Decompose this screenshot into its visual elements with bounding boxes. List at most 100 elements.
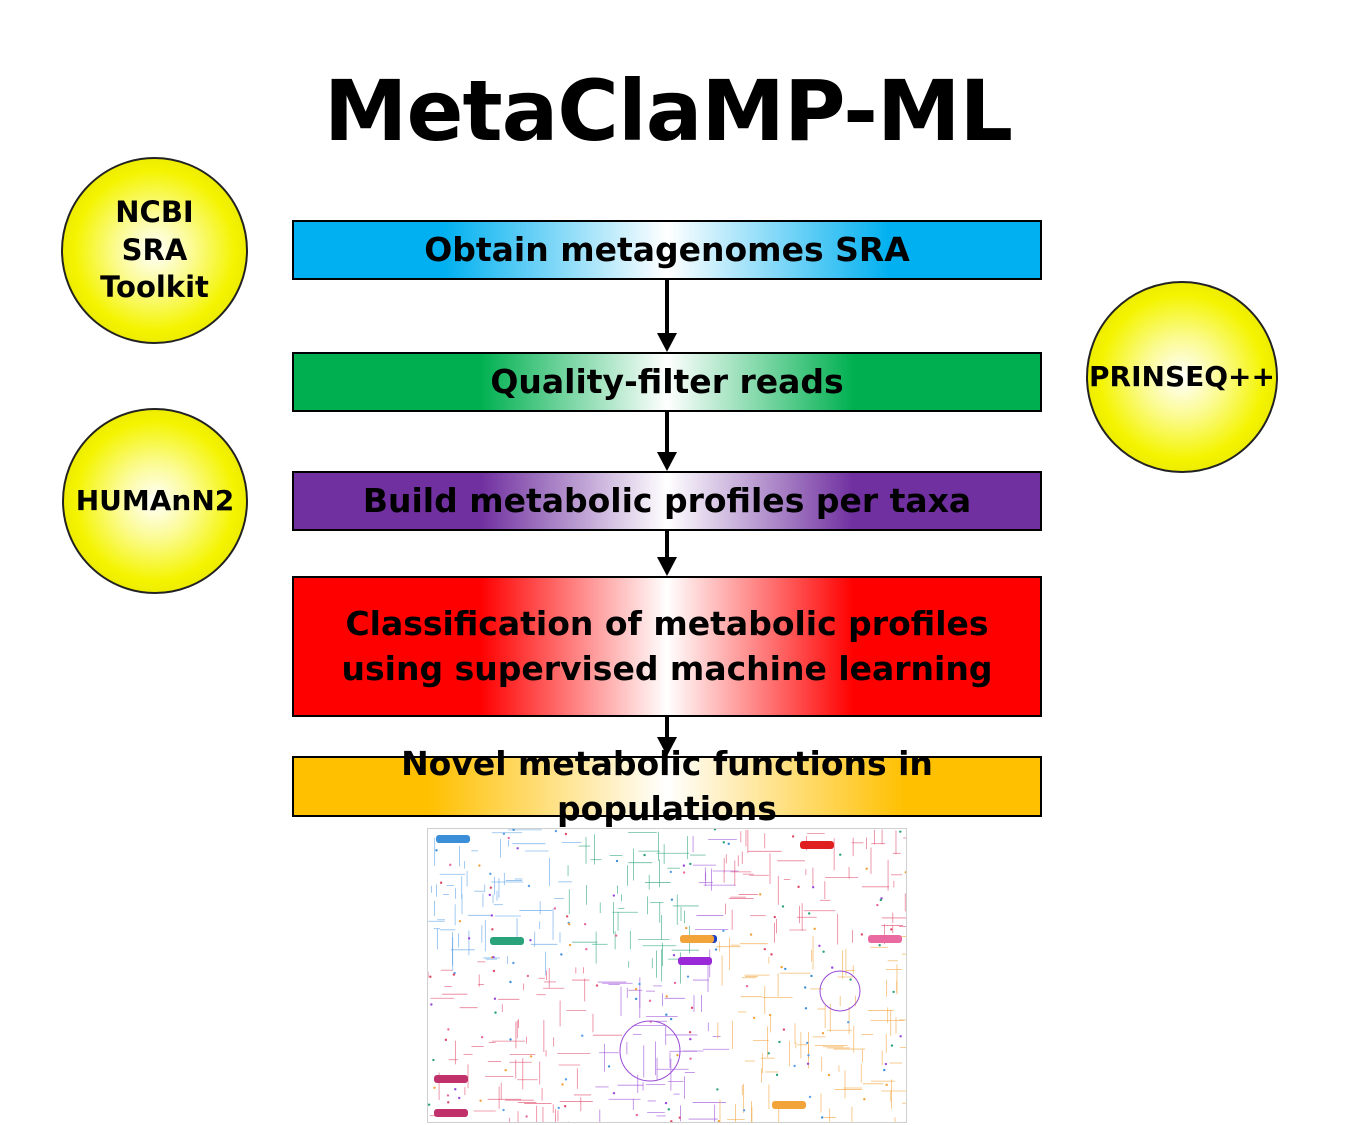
tool-prinseq: PRINSEQ++ <box>1086 281 1278 473</box>
arrow-3 <box>657 531 677 576</box>
pathway-node <box>509 1038 512 1041</box>
pathway-node <box>810 974 813 978</box>
pathway-node <box>892 990 895 994</box>
pathway-node <box>634 997 638 1001</box>
pathway-map-graphic <box>428 829 906 1122</box>
pathway-node <box>860 933 864 936</box>
pathway-node <box>752 1016 756 1020</box>
pathway-node <box>827 1073 831 1077</box>
pathway-node <box>529 1055 533 1058</box>
pathway-node <box>494 1011 497 1014</box>
pathway-node <box>553 907 557 910</box>
pathway-node <box>808 1095 812 1099</box>
pathway-node <box>529 939 532 942</box>
pathway-node <box>773 915 776 919</box>
pathway-node <box>480 1036 484 1039</box>
pathway-node <box>447 1101 450 1104</box>
pathway-node <box>690 1006 694 1010</box>
pathway-node <box>899 830 902 833</box>
pathway-node <box>806 1041 809 1045</box>
pathway-node <box>527 884 531 888</box>
pathway-node <box>512 961 515 965</box>
pathway-node <box>890 1044 894 1047</box>
pathway-node <box>492 955 495 959</box>
pathway-node <box>791 835 795 838</box>
pathway-node <box>435 849 438 852</box>
pathway-node <box>722 841 725 844</box>
pathway-node <box>560 953 563 956</box>
pathway-node <box>763 947 767 951</box>
pathway-node <box>491 928 494 931</box>
pathway-node <box>665 995 668 998</box>
pathway-node <box>612 894 616 897</box>
pathway-node <box>607 1065 611 1068</box>
pathway-node <box>568 923 571 926</box>
pathway-node <box>561 1083 564 1086</box>
pathway-node <box>793 1064 796 1068</box>
pathway-node <box>686 975 690 978</box>
tool-humann2: HUMAnN2 <box>62 408 248 594</box>
pathway-node <box>665 1013 668 1016</box>
arrow-2 <box>657 412 677 471</box>
pathway-node <box>667 1108 671 1111</box>
pathway-node <box>807 912 811 915</box>
pathway-node <box>818 944 821 947</box>
pathway-node <box>807 1054 810 1057</box>
pathway-node <box>670 1120 673 1122</box>
pathway-node <box>512 829 515 831</box>
pathway-node <box>429 975 432 978</box>
pathway-node <box>428 1103 431 1106</box>
step-build-profiles: Build metabolic profiles per taxa <box>292 471 1042 531</box>
pathway-node <box>488 893 492 897</box>
pathway-node <box>444 1038 448 1042</box>
pathway-node <box>885 1083 888 1087</box>
pathway-node <box>778 1040 781 1044</box>
pathway-node <box>689 1057 692 1060</box>
pathway-node <box>643 853 646 857</box>
pathway-node <box>458 919 462 923</box>
pathway-node <box>797 885 800 889</box>
pathway-node <box>595 984 599 987</box>
pathway-label-box <box>434 1075 468 1083</box>
pathway-node <box>635 1113 639 1117</box>
pathway-node <box>727 842 730 846</box>
pathway-node <box>689 1037 692 1041</box>
pathway-label-box <box>490 937 524 945</box>
pathway-label-box <box>772 1101 806 1109</box>
pathway-node <box>804 1007 808 1010</box>
pathway-node <box>847 1021 850 1024</box>
pathway-node <box>768 1013 772 1017</box>
pathway-node <box>467 937 471 940</box>
pathway-node <box>811 885 815 889</box>
pathway-node <box>489 872 492 876</box>
pathway-node <box>583 923 587 926</box>
pathway-node <box>669 870 673 874</box>
pathway-node <box>439 881 443 884</box>
pathway-cycle <box>819 970 861 1012</box>
pathway-node <box>722 929 725 932</box>
step-quality-filter: Quality-filter reads <box>292 352 1042 412</box>
pathway-node <box>492 969 496 973</box>
pathway-node <box>493 997 497 1000</box>
pathway-node <box>884 1062 888 1066</box>
pathway-node <box>430 1003 433 1006</box>
arrow-4 <box>657 717 677 756</box>
pathway-node <box>554 829 558 833</box>
pathway-node <box>784 967 787 971</box>
pathway-node <box>564 832 568 836</box>
pathway-node <box>831 966 834 969</box>
pathway-node <box>676 1053 679 1057</box>
pathway-node <box>714 948 718 951</box>
pathway-node <box>806 1062 810 1065</box>
step-novel-functions: Novel metabolic functions in populations <box>292 744 1042 828</box>
pathway-node <box>509 980 512 984</box>
pathway-node <box>745 984 749 988</box>
pathway-node <box>634 987 638 991</box>
pathway-node <box>803 986 807 989</box>
pathway-node <box>839 853 842 856</box>
pathway-node <box>781 905 785 908</box>
pathway-node <box>581 1034 584 1037</box>
pathway-label-box <box>680 935 714 943</box>
pathway-node <box>664 1101 668 1105</box>
tool-ncbi-sra-toolkit: NCBI SRA Toolkit <box>61 157 248 344</box>
